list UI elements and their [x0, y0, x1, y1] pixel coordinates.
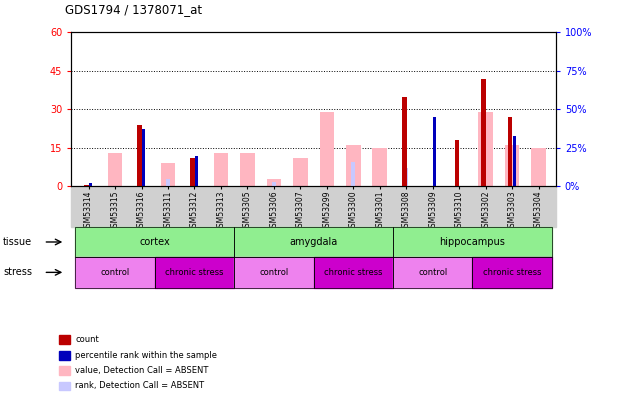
Bar	[87, 185, 91, 186]
Bar	[513, 136, 516, 186]
Text: cortex: cortex	[140, 237, 170, 247]
Bar	[293, 158, 307, 186]
Bar	[266, 179, 281, 186]
Text: chronic stress: chronic stress	[324, 268, 383, 277]
Bar	[455, 140, 460, 186]
Text: percentile rank within the sample: percentile rank within the sample	[75, 351, 217, 360]
Bar	[190, 158, 195, 186]
Bar	[166, 179, 170, 186]
Bar	[346, 145, 361, 186]
Bar	[195, 156, 198, 186]
Text: control: control	[101, 268, 130, 277]
Text: stress: stress	[3, 267, 32, 277]
Text: tissue: tissue	[3, 237, 32, 247]
Bar	[320, 112, 334, 186]
Bar	[108, 153, 122, 186]
Text: rank, Detection Call = ABSENT: rank, Detection Call = ABSENT	[75, 382, 204, 390]
Bar	[402, 96, 407, 186]
Bar	[89, 183, 93, 186]
Text: chronic stress: chronic stress	[165, 268, 224, 277]
Bar	[404, 168, 408, 186]
Bar	[478, 112, 493, 186]
Bar	[507, 117, 512, 186]
Bar	[351, 162, 355, 186]
Text: count: count	[75, 335, 99, 344]
Bar	[433, 117, 437, 186]
Bar	[532, 148, 546, 186]
Bar	[84, 185, 89, 186]
Text: GDS1794 / 1378071_at: GDS1794 / 1378071_at	[65, 3, 202, 16]
Bar	[193, 175, 196, 186]
Bar	[161, 163, 175, 186]
Bar	[481, 79, 486, 186]
Bar	[373, 148, 387, 186]
Bar	[240, 153, 255, 186]
Text: value, Detection Call = ABSENT: value, Detection Call = ABSENT	[75, 366, 209, 375]
Bar	[214, 153, 229, 186]
Bar	[142, 129, 145, 186]
Text: chronic stress: chronic stress	[483, 268, 542, 277]
Bar	[505, 145, 519, 186]
Text: control: control	[260, 268, 289, 277]
Bar	[137, 125, 142, 186]
Text: hippocampus: hippocampus	[440, 237, 505, 247]
Text: control: control	[418, 268, 447, 277]
Text: amygdala: amygdala	[289, 237, 338, 247]
Bar	[272, 182, 276, 186]
